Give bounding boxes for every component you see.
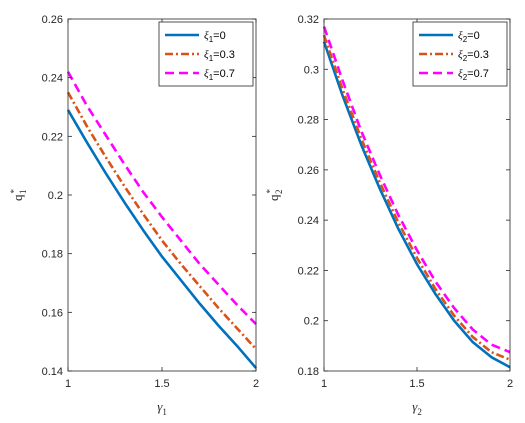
legend-label-2: ξ2=0.3 <box>458 49 489 63</box>
y-axis-label-base: q <box>10 194 25 201</box>
legend-symbol: ξ <box>458 49 463 61</box>
legend-box <box>412 21 508 87</box>
y-tick-label: 0.2 <box>48 190 63 202</box>
y-tick-label: 0.16 <box>42 307 63 319</box>
legend-symbol: ξ <box>204 68 209 80</box>
legend-subscript: 2 <box>463 73 468 82</box>
x-axis-label-sub: 1 <box>162 407 167 417</box>
chart-panel-right: ξ2=0ξ2=0.3ξ2=0.70.180.20.220.240.260.280… <box>265 14 513 417</box>
x-tick-label: 1.5 <box>409 378 424 390</box>
y-tick-label: 0.26 <box>298 165 319 177</box>
legend-symbol: ξ <box>458 68 463 80</box>
legend-symbol: ξ <box>204 49 209 61</box>
x-axis-label: γ1 <box>157 399 167 417</box>
x-tick-label: 2 <box>253 378 259 390</box>
y-tick-label: 0.22 <box>298 265 319 277</box>
y-tick-label: 0.18 <box>298 366 319 378</box>
legend-value: =0.3 <box>467 49 489 61</box>
legend: ξ1=0ξ1=0.3ξ1=0.7 <box>158 21 254 87</box>
y-axis-label-sub: 1 <box>18 190 28 195</box>
series-line-2: ξ1=0.3 <box>66 91 257 350</box>
y-axis-label: q*1 <box>9 189 28 202</box>
y-tick-label: 0.18 <box>42 249 63 261</box>
y-tick-label: 0.14 <box>42 366 63 378</box>
legend-subscript: 2 <box>463 35 468 44</box>
x-axis-label-sub: 2 <box>417 407 422 417</box>
legend: ξ2=0ξ2=0.3ξ2=0.7 <box>412 21 508 87</box>
legend-subscript: 1 <box>209 35 214 44</box>
legend-subscript: 1 <box>209 73 214 82</box>
y-tick-label: 0.24 <box>298 215 319 227</box>
y-axis-label: q*2 <box>265 189 284 202</box>
legend-value: =0.7 <box>213 68 235 80</box>
y-tick-label: 0.24 <box>42 73 63 85</box>
x-tick-label: 1 <box>65 378 71 390</box>
legend-box <box>158 21 254 87</box>
series-line-3: ξ1=0.7 <box>66 71 257 325</box>
series-line-1: ξ2=0 <box>322 41 511 369</box>
legend-label-1: ξ1=0 <box>204 30 226 44</box>
legend-subscript: 1 <box>209 54 214 63</box>
legend-label-1: ξ2=0 <box>458 30 480 44</box>
y-axis-label-sup: * <box>9 189 19 194</box>
x-axis-label-base: γ <box>412 399 418 414</box>
legend-value: =0.7 <box>467 68 489 80</box>
y-tick-label: 0.28 <box>298 115 319 127</box>
x-tick-label: 1 <box>321 378 327 390</box>
y-axis-label-base: q <box>266 194 281 201</box>
legend-label-3: ξ2=0.7 <box>458 68 489 82</box>
y-axis-label-sub: 2 <box>274 190 284 195</box>
y-tick-label: 0.22 <box>42 131 63 143</box>
legend-label-2: ξ1=0.3 <box>204 49 235 63</box>
series-line-2: ξ2=0.3 <box>322 34 511 361</box>
legend-subscript: 2 <box>463 54 468 63</box>
x-tick-label: 2 <box>507 378 513 390</box>
x-axis-label: γ2 <box>412 399 422 417</box>
x-tick-label: 1.5 <box>154 378 169 390</box>
y-tick-label: 0.32 <box>298 14 319 26</box>
y-tick-label: 0.2 <box>304 316 319 328</box>
legend-symbol: ξ <box>458 30 463 42</box>
legend-symbol: ξ <box>204 30 209 42</box>
y-tick-label: 0.26 <box>42 14 63 26</box>
legend-value: =0 <box>213 30 226 42</box>
x-axis-label-base: γ <box>157 399 163 414</box>
y-tick-label: 0.3 <box>304 64 319 76</box>
legend-label-3: ξ1=0.7 <box>204 68 235 82</box>
chart-panel-left: ξ1=0ξ1=0.3ξ1=0.70.140.160.180.20.220.240… <box>9 14 259 417</box>
y-axis-label-sup: * <box>265 189 275 194</box>
legend-value: =0 <box>467 30 480 42</box>
series-line-1: ξ1=0 <box>66 109 257 369</box>
series-line-3: ξ2=0.7 <box>322 26 511 354</box>
legend-value: =0.3 <box>213 49 235 61</box>
